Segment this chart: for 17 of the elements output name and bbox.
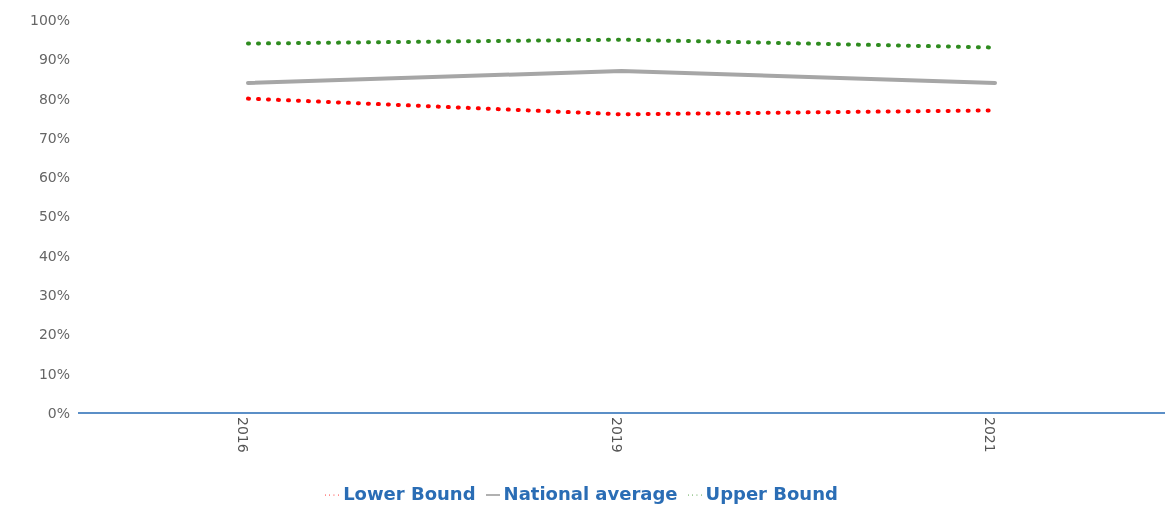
- y-tick-label: 60%: [38, 169, 70, 186]
- y-tick-label: 50%: [38, 208, 70, 225]
- x-tick-label: 2021: [982, 417, 999, 453]
- y-tick-label: 100%: [29, 11, 70, 28]
- y-tick-label: 20%: [38, 326, 70, 343]
- y-tick-label: 70%: [38, 129, 70, 146]
- y-tick-label: 10%: [38, 365, 70, 382]
- y-tick-label: 0%: [47, 404, 70, 421]
- y-tick-label: 90%: [38, 51, 70, 68]
- y-tick-label: 80%: [38, 90, 70, 107]
- legend-label: Lower Bound: [343, 483, 476, 504]
- legend-label: Upper Bound: [705, 483, 838, 504]
- y-tick-label: 30%: [38, 287, 70, 304]
- x-tick-label: 2016: [235, 417, 252, 453]
- x-tick-label: 2019: [608, 417, 625, 453]
- legend-label: National average: [503, 483, 678, 504]
- y-tick-label: 40%: [38, 247, 70, 264]
